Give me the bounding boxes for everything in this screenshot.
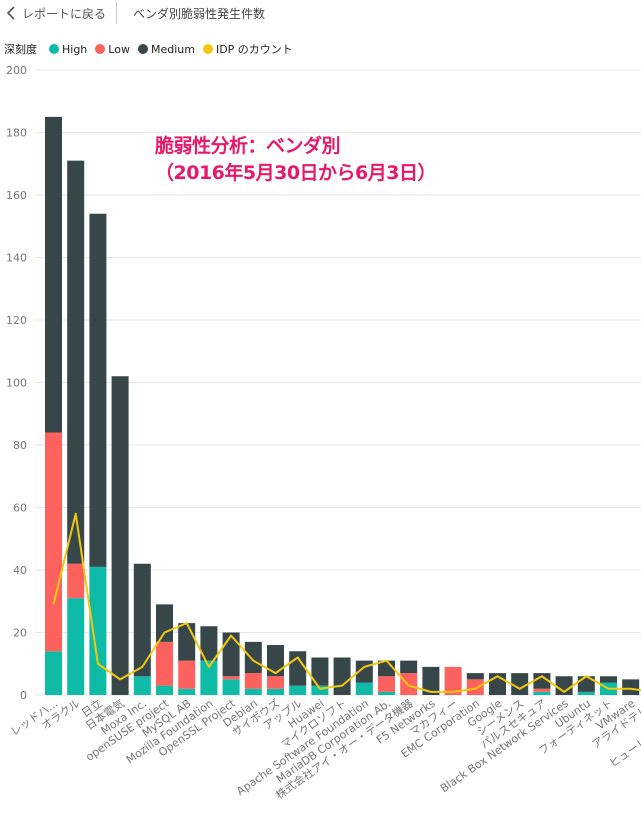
legend-swatch-medium: [137, 44, 148, 54]
bar-segment-high[interactable]: [178, 688, 196, 695]
bar-segment-medium[interactable]: [555, 676, 573, 695]
bar-segment-medium[interactable]: [111, 376, 129, 695]
header-divider: [116, 2, 117, 24]
bar-segment-low[interactable]: [244, 673, 262, 689]
idp-count-line: [52, 512, 641, 693]
legend-item-low[interactable]: Low: [95, 43, 130, 56]
bar-segment-medium[interactable]: [622, 679, 640, 695]
bar-segment-high[interactable]: [156, 685, 173, 695]
bar-segment-medium[interactable]: [45, 116, 62, 433]
legend-item-idp-count[interactable]: IDP のカウント: [202, 41, 293, 57]
bar-segment-high[interactable]: [133, 676, 151, 695]
legend-swatch-high: [49, 44, 59, 54]
y-tick-label: 180: [6, 127, 27, 140]
bar-segment-medium[interactable]: [222, 632, 240, 677]
y-tick-label: 200: [6, 64, 27, 77]
bar-segment-medium[interactable]: [267, 645, 284, 677]
bar-segment-medium[interactable]: [311, 657, 329, 686]
page-title: ベンダ別脆弱性発生件数: [133, 7, 266, 21]
bar-segment-medium[interactable]: [244, 641, 262, 674]
bar-segment-medium[interactable]: [67, 160, 85, 564]
bar-segment-low[interactable]: [400, 673, 418, 695]
back-label: レポートに戻る: [22, 6, 107, 21]
bar-segment-high[interactable]: [200, 660, 218, 695]
y-tick-label: 140: [6, 252, 27, 265]
bar-segment-medium[interactable]: [400, 660, 418, 674]
legend-swatch-low: [95, 44, 106, 54]
bar-segment-medium[interactable]: [511, 673, 529, 695]
bar-segment-medium[interactable]: [533, 673, 551, 689]
legend-label-medium: Medium: [150, 42, 195, 56]
y-tick-label: 160: [6, 189, 27, 202]
bar-segment-low[interactable]: [444, 666, 462, 695]
bar-segment-low[interactable]: [67, 563, 85, 599]
y-tick-label: 80: [13, 439, 27, 452]
bar-segment-medium[interactable]: [178, 623, 196, 661]
y-tick-label: 0: [20, 689, 27, 702]
bar-segment-low[interactable]: [378, 676, 395, 692]
legend-item-medium[interactable]: Medium: [137, 42, 195, 56]
chart-legend: 深刻度 High Low Medium IDP のカウント: [4, 41, 301, 57]
legend-label-low: Low: [108, 42, 130, 56]
bar-segment-medium[interactable]: [466, 673, 484, 680]
bar-segment-medium[interactable]: [89, 213, 107, 567]
bar-segment-high[interactable]: [45, 651, 62, 695]
bar-segment-high[interactable]: [289, 685, 307, 695]
bar-segment-high[interactable]: [311, 685, 329, 695]
bar-segment-low[interactable]: [222, 676, 240, 680]
bar-segment-medium[interactable]: [156, 604, 173, 642]
bar-segment-high[interactable]: [67, 598, 85, 695]
bar-segment-medium[interactable]: [422, 666, 440, 695]
legend-title: 深刻度: [4, 43, 37, 56]
bar-segment-high[interactable]: [244, 688, 262, 695]
bar-segment-low[interactable]: [533, 688, 551, 692]
y-tick-label: 100: [6, 377, 27, 390]
annotation-title: 脆弱性分析：ベンダ別: [155, 135, 341, 157]
y-tick-label: 60: [13, 502, 27, 515]
bar-segment-high[interactable]: [267, 688, 284, 695]
bar-segment-medium[interactable]: [600, 676, 617, 683]
annotation-subtitle: （2016年5月30日から6月3日）: [155, 162, 436, 184]
back-to-report-button[interactable]: レポートに戻る: [6, 3, 106, 23]
report-header: レポートに戻る ベンダ別脆弱性発生件数: [0, 0, 641, 26]
bar-segment-low[interactable]: [267, 676, 284, 689]
y-tick-label: 120: [6, 314, 27, 327]
legend-item-high[interactable]: High: [49, 43, 87, 56]
bar-segment-high[interactable]: [533, 691, 551, 695]
bar-segment-medium[interactable]: [333, 657, 351, 696]
bar-segment-low[interactable]: [178, 660, 196, 689]
bar-segment-low[interactable]: [156, 641, 173, 686]
bar-segment-low[interactable]: [45, 432, 62, 652]
legend-label-idp-count: IDP のカウント: [215, 43, 293, 56]
bar-segment-low[interactable]: [466, 679, 484, 695]
bar-segment-high[interactable]: [577, 691, 595, 695]
bar-segment-high[interactable]: [222, 679, 240, 695]
bar-segment-high[interactable]: [89, 566, 107, 695]
legend-label-high: High: [62, 42, 88, 56]
y-tick-label: 40: [13, 564, 27, 577]
y-tick-label: 20: [13, 627, 27, 640]
bar-segment-medium[interactable]: [133, 563, 151, 677]
bar-segment-medium[interactable]: [200, 626, 218, 661]
bar-segment-high[interactable]: [355, 682, 373, 696]
bar-segment-medium[interactable]: [289, 651, 307, 686]
chevron-left-icon: [6, 6, 15, 20]
legend-swatch-idp-count: [202, 44, 213, 54]
bar-segment-high[interactable]: [378, 691, 395, 695]
